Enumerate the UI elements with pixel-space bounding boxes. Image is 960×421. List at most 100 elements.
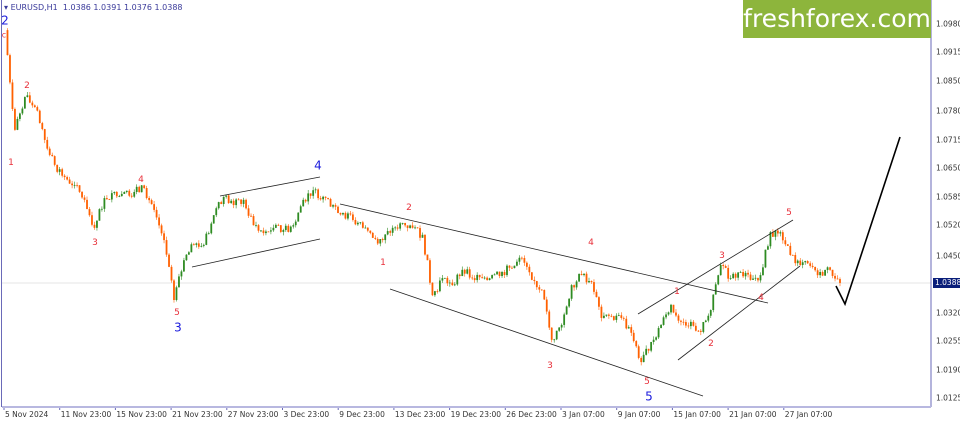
x-tick-label: 15 Jan 07:00 xyxy=(673,410,721,419)
candle xyxy=(622,317,625,319)
candle xyxy=(759,275,762,281)
candle xyxy=(794,255,797,264)
candle xyxy=(699,330,702,332)
candle xyxy=(180,271,183,277)
wave-label: 2 xyxy=(1,13,9,28)
candle xyxy=(19,113,21,119)
candle xyxy=(431,282,434,296)
candle xyxy=(558,327,561,331)
candle xyxy=(103,198,106,209)
candle xyxy=(160,225,163,234)
candle xyxy=(71,183,73,186)
wave-label: 4 xyxy=(758,293,764,303)
candle xyxy=(419,228,421,238)
candle xyxy=(523,258,526,263)
candle xyxy=(704,320,707,322)
candle xyxy=(309,193,312,196)
candle xyxy=(202,244,205,246)
candle xyxy=(744,272,747,277)
candle xyxy=(61,169,64,176)
candle xyxy=(754,277,757,279)
candle xyxy=(645,348,648,355)
candle xyxy=(424,234,426,255)
candle xyxy=(511,267,513,269)
candle xyxy=(593,282,595,292)
candle xyxy=(560,324,563,328)
candle xyxy=(26,95,29,98)
channel-line xyxy=(219,176,321,197)
candle xyxy=(590,280,593,283)
candle xyxy=(809,263,812,266)
candle xyxy=(461,269,464,277)
wave-label: 2 xyxy=(406,203,412,213)
candle xyxy=(665,314,667,318)
candle xyxy=(831,269,834,276)
candle xyxy=(352,214,354,220)
candle xyxy=(563,314,566,325)
candle xyxy=(501,272,503,277)
candle xyxy=(165,240,168,255)
candle xyxy=(53,156,56,165)
candle xyxy=(672,304,675,313)
candle xyxy=(578,273,580,282)
candle xyxy=(342,212,344,215)
candle xyxy=(458,274,461,277)
candle xyxy=(183,260,185,272)
candle xyxy=(630,327,633,333)
candle xyxy=(356,222,359,225)
candle xyxy=(806,261,809,264)
candle xyxy=(456,274,459,285)
candle xyxy=(694,325,697,331)
candle xyxy=(615,315,618,320)
candle xyxy=(605,314,608,316)
candle xyxy=(575,281,578,288)
candle xyxy=(411,225,414,228)
candle xyxy=(637,346,640,358)
candle xyxy=(240,199,242,204)
candle xyxy=(416,227,419,229)
candle xyxy=(662,317,665,325)
candle xyxy=(113,191,116,194)
candle xyxy=(436,291,439,292)
y-tick-label: 1.0520 xyxy=(936,220,960,230)
candle xyxy=(729,278,732,279)
candle xyxy=(772,232,774,237)
candle xyxy=(752,278,754,280)
candle xyxy=(821,272,824,276)
candle xyxy=(667,312,670,315)
candle xyxy=(476,274,479,281)
y-tick-label: 1.0585 xyxy=(936,192,960,202)
candle xyxy=(478,274,481,278)
candle xyxy=(481,277,484,279)
candle xyxy=(555,330,558,340)
candle xyxy=(153,204,156,210)
candle xyxy=(38,110,41,124)
candle xyxy=(334,205,337,207)
candle xyxy=(51,154,54,157)
candle xyxy=(625,318,628,329)
candle xyxy=(764,249,767,268)
candle xyxy=(607,314,610,316)
candle xyxy=(414,227,416,229)
candle xyxy=(834,275,836,279)
candle xyxy=(548,311,551,328)
candle xyxy=(468,269,471,278)
candle xyxy=(632,332,635,342)
candle xyxy=(600,306,603,318)
candle xyxy=(707,315,710,321)
candle xyxy=(496,271,498,275)
candle xyxy=(598,297,600,307)
candle xyxy=(443,277,446,279)
candle xyxy=(426,254,429,261)
candle xyxy=(225,195,228,197)
candle xyxy=(675,312,677,316)
candle xyxy=(819,272,822,276)
candle xyxy=(190,244,193,253)
candle xyxy=(200,245,203,247)
y-tick-label: 1.0850 xyxy=(936,76,960,86)
y-tick-label: 1.0450 xyxy=(936,251,960,261)
channel-line xyxy=(191,238,321,268)
candle xyxy=(324,196,327,198)
